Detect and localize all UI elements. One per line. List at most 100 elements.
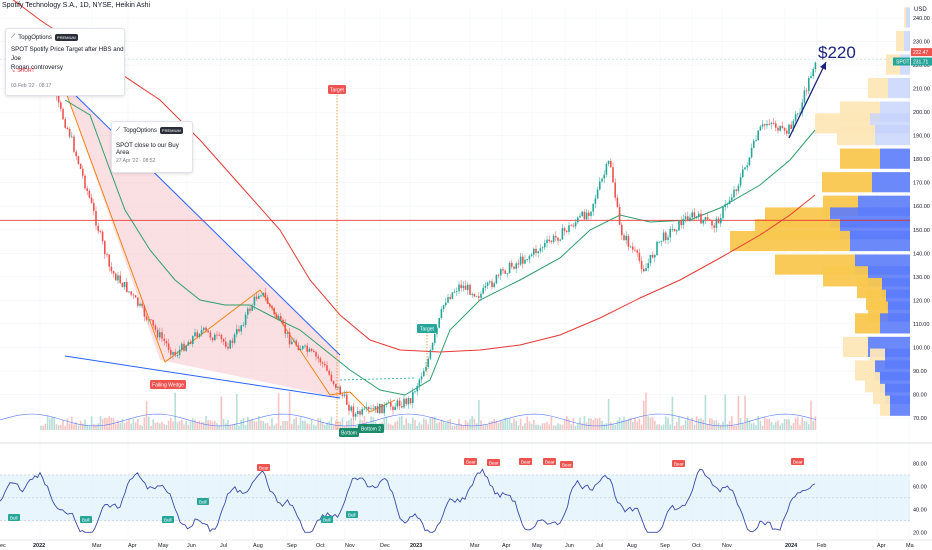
volume-bar <box>86 424 88 430</box>
volume-bar <box>682 424 685 430</box>
candle <box>321 362 324 364</box>
volume-bar <box>541 423 544 430</box>
candle <box>194 332 196 337</box>
volume-bar <box>757 416 759 430</box>
volume-bar <box>236 393 238 430</box>
time-axis-label: Dec <box>380 543 390 549</box>
volume-bar <box>137 419 139 430</box>
candle <box>346 394 348 405</box>
candle <box>601 178 603 182</box>
candle <box>324 363 326 366</box>
candle <box>306 345 308 352</box>
volume-bar <box>735 425 737 430</box>
volume-bar <box>55 424 58 430</box>
volume-bar <box>733 425 735 430</box>
candle <box>768 123 770 125</box>
volume-bar <box>405 418 407 430</box>
volume-bar <box>167 420 170 430</box>
volume-bar <box>429 418 432 430</box>
time-axis-label: Jul <box>220 543 227 549</box>
candle <box>462 285 465 289</box>
candle <box>691 212 693 218</box>
candle <box>258 295 260 299</box>
volume-bar <box>370 416 372 430</box>
candle <box>596 189 599 199</box>
candle <box>357 411 359 414</box>
candle <box>233 334 236 343</box>
candle <box>280 316 282 320</box>
candle <box>220 334 223 340</box>
volume-bar <box>214 420 216 430</box>
volume-bar <box>748 420 751 430</box>
candle <box>170 349 172 355</box>
idea-card-2[interactable]: ⟋ TopgOptions PREMIUM SPOT close to our … <box>111 121 193 173</box>
volume-bar <box>570 424 572 430</box>
bear-marker-bg <box>543 458 556 465</box>
volume-bar <box>295 417 297 430</box>
candle <box>361 409 363 415</box>
candle <box>689 217 691 222</box>
volume-bar <box>645 392 647 430</box>
falling-wedge-label: Falling Wedge <box>152 383 184 389</box>
candle <box>134 295 137 298</box>
volume-bar <box>460 423 462 430</box>
candle <box>365 407 368 409</box>
volume-bar <box>764 416 766 430</box>
candle <box>288 332 291 345</box>
candle <box>658 241 660 243</box>
volume-bar <box>308 424 311 430</box>
candle <box>260 295 262 297</box>
volume-bar <box>273 425 275 430</box>
candle <box>350 406 352 411</box>
volume-bar <box>233 423 236 430</box>
volume-bar <box>502 420 504 430</box>
volume-bar <box>126 421 128 430</box>
candle <box>282 319 284 325</box>
candle <box>293 340 295 342</box>
idea-date: 03 Feb '22 · 08:17 <box>11 83 52 89</box>
volume-bar <box>651 417 654 430</box>
volume-bar <box>473 418 476 430</box>
volume-bar <box>574 425 577 430</box>
candle <box>420 376 423 380</box>
volume-bar <box>354 425 357 430</box>
volume-bar <box>392 425 394 430</box>
candle <box>511 262 513 267</box>
candle <box>599 181 601 190</box>
volume-bar <box>585 422 588 430</box>
candle <box>759 126 762 131</box>
volume-bar <box>526 416 528 430</box>
volume-bar <box>172 421 174 430</box>
volume-profile-bar-blue <box>906 7 910 28</box>
volume-bar <box>742 422 744 430</box>
volume-bar <box>396 420 399 430</box>
volume-bar <box>449 419 451 430</box>
volume-bar <box>178 421 181 430</box>
candle <box>682 219 685 226</box>
volume-bar <box>786 419 788 430</box>
volume-bar <box>440 419 443 430</box>
idea-card-1[interactable]: ⟋ TopgOptions PREMIUM SPOT Spotify Price… <box>5 28 125 96</box>
volume-bar <box>801 417 803 430</box>
candle <box>530 254 533 257</box>
volume-bar <box>636 421 638 430</box>
candle <box>73 136 75 152</box>
volume-bar <box>451 425 454 430</box>
candle <box>735 189 737 191</box>
volume-bar <box>788 419 790 430</box>
candle <box>777 127 779 131</box>
candle <box>71 136 73 138</box>
candle <box>568 225 570 232</box>
candle <box>651 254 654 258</box>
candle <box>66 127 69 129</box>
volume-bar <box>660 425 663 430</box>
candle <box>390 402 392 407</box>
volume-bar <box>544 423 546 430</box>
candle <box>662 232 665 241</box>
idea-author: TopgOptions <box>18 34 52 41</box>
volume-bar <box>258 416 260 430</box>
volume-bar <box>603 424 605 430</box>
time-axis-label: Oct <box>316 543 325 549</box>
